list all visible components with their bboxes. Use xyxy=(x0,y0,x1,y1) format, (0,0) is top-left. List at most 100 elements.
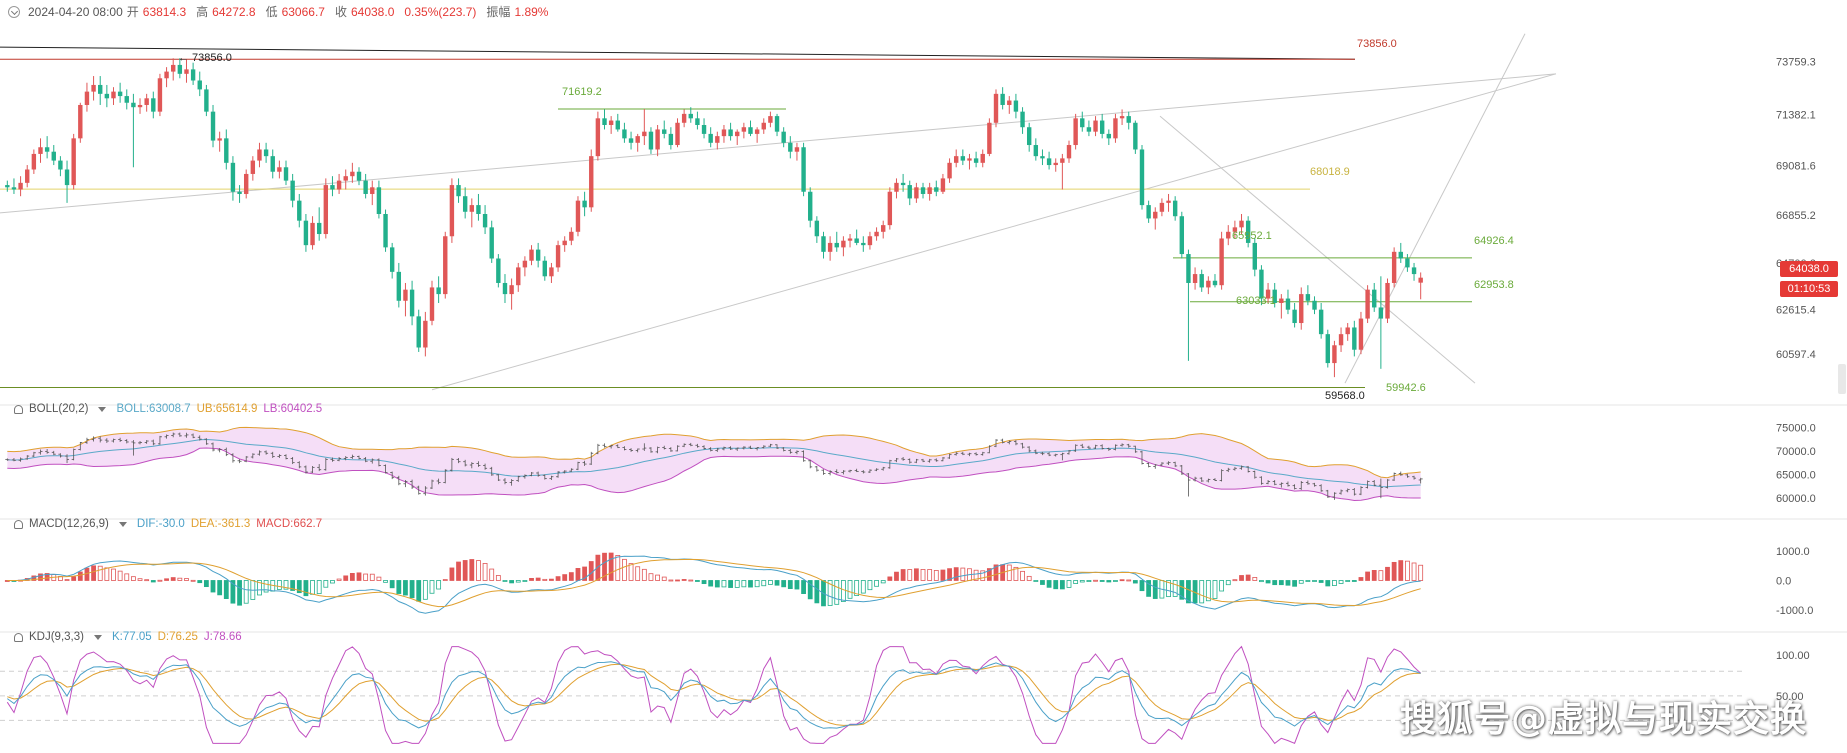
candle-body xyxy=(1013,100,1019,112)
candle-body xyxy=(774,116,780,132)
candle-body xyxy=(270,156,275,172)
candle-body xyxy=(396,271,402,301)
candle-body xyxy=(476,205,481,214)
macd-legend: MACD(12,26,9) DIF:-30.0 DEA:-361.3 MACD:… xyxy=(14,516,322,532)
macd-histogram-bar xyxy=(442,579,448,581)
candle-body xyxy=(1093,120,1098,132)
boll-settings-dropdown-icon[interactable] xyxy=(98,406,107,412)
macd-histogram-bar xyxy=(1418,564,1424,581)
candle-body xyxy=(847,238,853,241)
macd-histogram-bar xyxy=(237,580,242,606)
macd-histogram-bar xyxy=(177,577,183,581)
candle-body xyxy=(516,267,521,286)
candle-body xyxy=(436,287,441,295)
change-value: 0.35%(223.7) xyxy=(404,5,477,19)
candle-body xyxy=(117,91,123,97)
annotation-low: 59568.0 xyxy=(1325,390,1365,402)
macd-axis-tick: -1000.0 xyxy=(1776,605,1813,617)
macd-histogram-bar xyxy=(568,572,574,581)
candle-body xyxy=(1226,231,1231,239)
candle-body xyxy=(323,185,329,235)
macd-dea-line xyxy=(7,558,1421,608)
macd-histogram-bar xyxy=(356,572,362,581)
macd-settings-dropdown-icon[interactable] xyxy=(118,521,127,527)
macd-histogram-bar xyxy=(880,580,886,584)
candle-body xyxy=(403,289,408,301)
candle-body xyxy=(987,122,992,154)
macd-histogram-bar xyxy=(150,580,156,583)
macd-histogram-bar xyxy=(489,568,495,581)
candle-body xyxy=(542,260,547,277)
candle-body xyxy=(589,156,594,208)
macd-axis-tick: 0.0 xyxy=(1776,575,1791,587)
candle-body xyxy=(681,113,687,123)
alert-bell-icon[interactable] xyxy=(14,404,23,414)
alert-bell-icon[interactable] xyxy=(14,632,23,642)
macd-histogram-bar xyxy=(933,570,939,581)
candle-body xyxy=(1365,289,1370,319)
kdj-j-value: J:78.66 xyxy=(203,631,242,643)
macd-histogram-bar xyxy=(91,565,96,581)
candle-body xyxy=(1352,327,1357,350)
macd-histogram-bar xyxy=(1093,579,1098,582)
candle-body xyxy=(1372,289,1377,308)
candle-body xyxy=(184,69,189,74)
macd-histogram-bar xyxy=(555,576,561,581)
macd-histogram-bar xyxy=(668,579,674,582)
trend-line-descending xyxy=(1159,115,1476,384)
candle-body xyxy=(1007,100,1012,105)
open-value: 63814.3 xyxy=(142,5,187,19)
candle-body xyxy=(1153,211,1158,219)
annotation-level: 63033.1 xyxy=(1236,295,1276,307)
candle-body xyxy=(801,147,806,192)
macd-histogram-bar xyxy=(1099,580,1105,582)
macd-histogram-bar xyxy=(77,571,83,581)
close-label: 收 xyxy=(334,5,347,19)
collapse-chevron-icon[interactable] xyxy=(8,6,20,18)
candle-body xyxy=(204,89,209,112)
candle-body xyxy=(409,289,415,317)
macd-histogram-bar xyxy=(1186,580,1191,604)
candle-body xyxy=(735,131,740,137)
candle-body xyxy=(1159,202,1165,212)
boll-lb-value: LB:60402.5 xyxy=(263,403,323,415)
candle-body xyxy=(569,231,574,241)
macd-histogram-bar xyxy=(1166,580,1171,598)
macd-histogram-bar xyxy=(495,575,501,581)
candle-body xyxy=(1139,149,1145,206)
candle-body xyxy=(1146,205,1151,219)
candle-body xyxy=(794,147,800,152)
macd-histogram-bar xyxy=(323,580,329,588)
candle-body xyxy=(562,240,567,246)
price-axis-tick: 69081.6 xyxy=(1776,160,1816,172)
macd-histogram-bar xyxy=(635,566,641,581)
macd-histogram-bar xyxy=(701,580,707,585)
macd-histogram-bar xyxy=(1040,580,1045,585)
candle-datetime: 2024-04-20 08:00 xyxy=(28,5,123,19)
kdj-settings-dropdown-icon[interactable] xyxy=(93,634,102,640)
macd-histogram-bar xyxy=(389,580,395,589)
close-value: 64038.0 xyxy=(350,5,395,19)
price-axis-scroll-handle[interactable] xyxy=(1838,364,1846,394)
candle-body xyxy=(821,236,826,252)
candle-body xyxy=(874,231,879,237)
kdj-k-value: K:77.05 xyxy=(111,631,152,643)
candle-body xyxy=(1418,277,1423,283)
macd-histogram-bar xyxy=(217,580,223,596)
candle-body xyxy=(1411,267,1417,275)
macd-histogram-bar xyxy=(814,580,820,604)
candle-body xyxy=(622,129,627,139)
candle-body xyxy=(91,84,96,92)
macd-histogram-bar xyxy=(1325,580,1331,587)
candle-body xyxy=(263,149,269,157)
alert-bell-icon[interactable] xyxy=(14,519,23,529)
macd-histogram-bar xyxy=(834,580,840,605)
boll-ub-value: UB:65614.9 xyxy=(196,403,258,415)
macd-histogram-bar xyxy=(688,579,694,582)
candle-body xyxy=(953,156,959,163)
candle-body xyxy=(423,320,428,348)
high-value: 64272.8 xyxy=(212,5,256,19)
boll-legend: BOLL(20,2) BOLL:63008.7 UB:65614.9 LB:60… xyxy=(14,401,322,417)
macd-histogram-bar xyxy=(1305,580,1311,582)
